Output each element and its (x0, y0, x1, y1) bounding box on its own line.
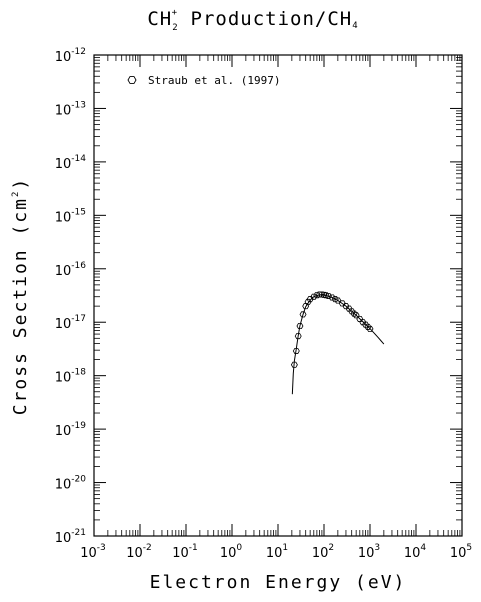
data-point (366, 325, 374, 332)
data-point (304, 298, 312, 305)
y-tick-label: 10-12 (55, 47, 86, 65)
legend-label: Straub et al. (1997) (148, 74, 280, 87)
minor-ticks (94, 55, 462, 536)
y-tick-label: 10-18 (55, 368, 87, 386)
x-tick-labels: 10-3 10-2 10-1 100 101 102 103 104 105 (80, 543, 472, 561)
x-tick-label: 10-2 (126, 543, 152, 561)
data-point (338, 300, 346, 307)
y-tick-label: 10-21 (55, 528, 86, 546)
x-tick-label: 10-3 (80, 543, 106, 561)
legend: Straub et al. (1997) (127, 74, 280, 87)
data-point (310, 293, 318, 300)
y-tick-label: 10-15 (55, 207, 86, 225)
y-tick-label: 10-17 (55, 314, 86, 332)
data-point (290, 361, 298, 368)
x-tick-label: 105 (450, 543, 472, 561)
x-tick-label: 101 (266, 543, 288, 561)
fit-curve-line (291, 294, 385, 395)
data-point (359, 319, 367, 326)
x-axis-label: Electron Energy (eV) (150, 572, 407, 593)
plot-frame (93, 54, 463, 537)
data-point (364, 323, 372, 330)
data-point (294, 333, 302, 340)
data-point (342, 303, 350, 310)
y-tick-label: 10-19 (55, 421, 87, 439)
x-tick-label: 103 (358, 543, 380, 561)
y-tick-label: 10-14 (55, 154, 87, 172)
data-point (306, 296, 314, 303)
x-tick-label: 102 (312, 543, 334, 561)
data-point (302, 303, 310, 310)
y-tick-labels: 10-21 10-20 10-19 10-18 10-17 10-16 10-15 10-14… (55, 47, 87, 546)
data-point (292, 347, 300, 354)
chart-title: CH2+ Production/CH4 (147, 8, 358, 33)
data-point (356, 315, 364, 322)
x-tick-label: 10-1 (172, 543, 198, 561)
data-markers (290, 291, 374, 368)
y-tick-label: 10-16 (55, 261, 87, 279)
data-point (345, 305, 353, 312)
data-point (350, 310, 358, 317)
data-point (362, 321, 370, 328)
y-tick-label: 10-13 (55, 100, 86, 118)
data-point (299, 311, 307, 318)
data-point (328, 294, 336, 301)
y-tick-label: 10-20 (55, 475, 87, 493)
data-point (331, 296, 339, 303)
legend-hexagon-icon (127, 76, 137, 84)
data-point (313, 292, 321, 299)
x-tick-label: 100 (220, 543, 243, 561)
major-ticks (93, 54, 463, 537)
y-axis-label: Cross Section (cm2) (10, 177, 31, 416)
data-point (348, 308, 356, 315)
data-point (322, 292, 330, 299)
data-point (296, 323, 304, 329)
x-tick-label: 104 (404, 543, 427, 561)
